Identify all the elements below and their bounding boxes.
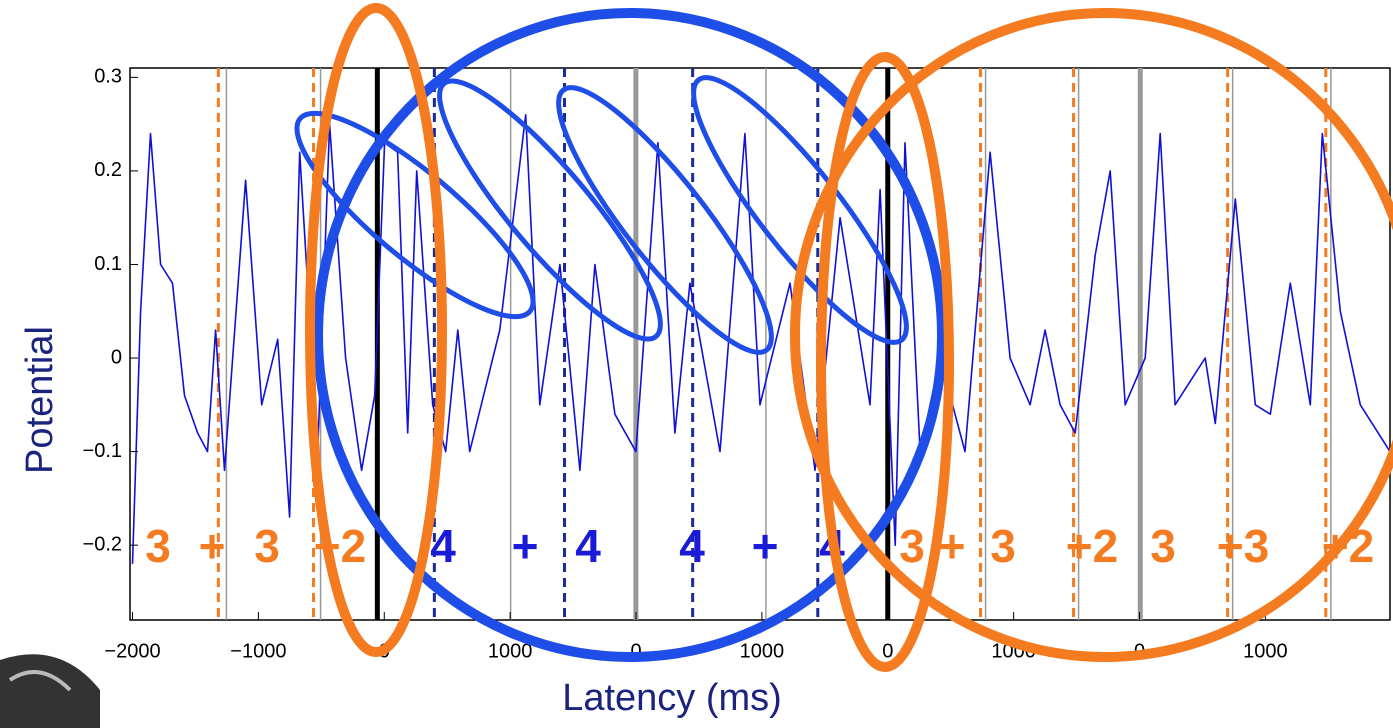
annotation: 3: [990, 520, 1016, 572]
annotation: 4: [575, 520, 601, 572]
background-image: [0, 654, 100, 728]
annotation: 3: [899, 520, 925, 572]
annotation: +3: [1217, 520, 1269, 572]
blue-ellipse: [556, 85, 774, 355]
annotation: +: [752, 520, 779, 572]
x-tick-label: 0: [882, 640, 893, 662]
x-tick-label: −1000: [230, 640, 286, 662]
x-tick-label: 0: [630, 640, 641, 662]
data-line: [131, 114, 1391, 564]
y-tick-label: 0.3: [94, 66, 122, 88]
annotation: 4: [430, 520, 456, 572]
blue-ellipse: [437, 78, 663, 342]
y-tick-label: 0.1: [94, 253, 122, 275]
orange-circle: [790, 8, 1393, 662]
annotation: +: [199, 520, 226, 572]
x-tick-label: 1000: [1243, 640, 1288, 662]
orange-ellipse: [305, 3, 447, 657]
plot-frame: [129, 67, 1391, 621]
blue-ellipse: [294, 110, 536, 320]
x-tick-label: 1000: [488, 640, 533, 662]
y-tick-label: 0.2: [94, 159, 122, 181]
annotation: 4: [679, 520, 705, 572]
annotation: 3: [254, 520, 280, 572]
y-axis-label: Potential: [19, 326, 61, 474]
overlay-shapes: [294, 3, 1393, 672]
annotation: +: [512, 520, 539, 572]
x-axis-label: Latency (ms): [562, 677, 782, 719]
background-image-detail: [8, 670, 72, 692]
plot-area: 3 +3 +2 4 +4 4 +4 3 +3 +2 3 +3 +2: [131, 68, 1391, 620]
x-tick-label: 1000: [740, 640, 785, 662]
annotation: 3: [1150, 520, 1176, 572]
annotation: 3: [145, 520, 171, 572]
orange-ellipse: [816, 52, 954, 672]
y-tick-label: −0.1: [83, 440, 122, 462]
y-tick-label: 0: [111, 346, 122, 368]
x-tick-label: −2000: [104, 640, 160, 662]
annotation: +2: [1066, 520, 1118, 572]
y-tick-label: −0.2: [83, 533, 122, 555]
blue-circle: [313, 8, 947, 662]
